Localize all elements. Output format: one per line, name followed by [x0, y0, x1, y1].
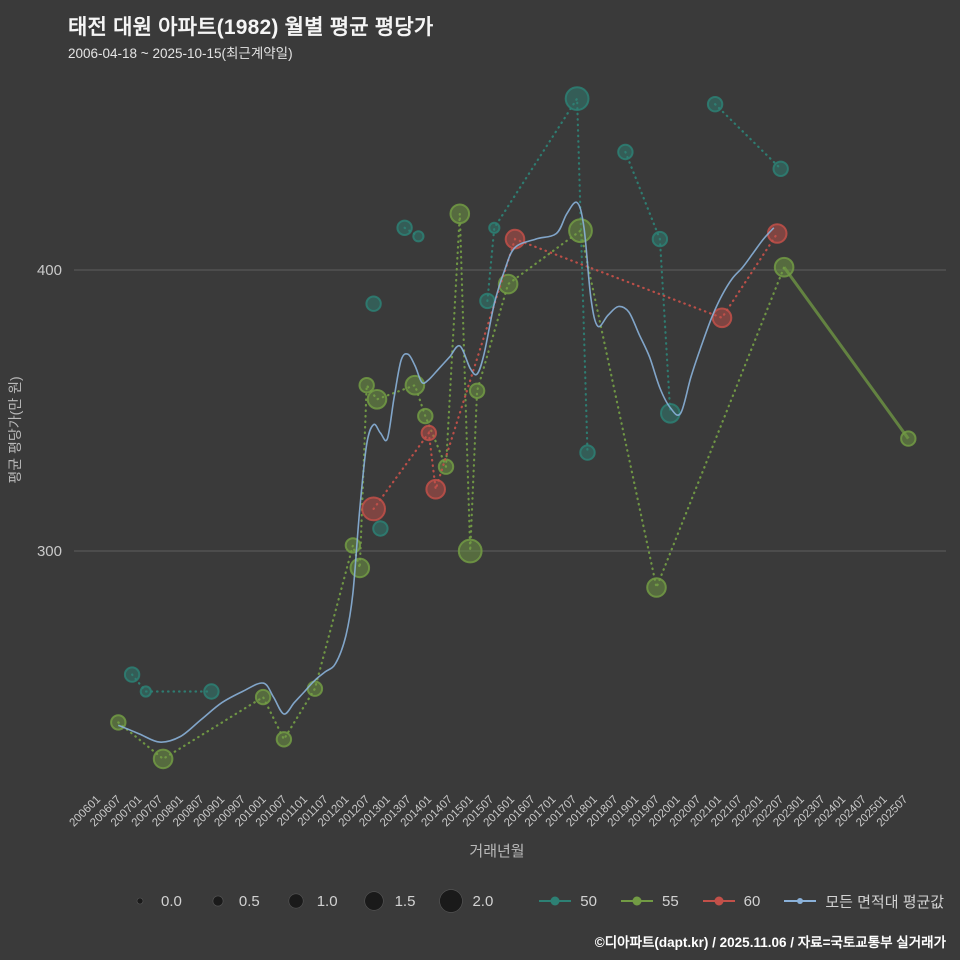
data-point-60	[711, 307, 733, 329]
data-point-60	[766, 223, 788, 244]
y-tick-label: 300	[37, 543, 62, 560]
size-legend-label: 1.5	[394, 892, 416, 910]
data-point-50	[706, 96, 724, 113]
footer-credit: ©디아파트(dapt.kr) / 2025.11.06 / 자료=국토교통부 실…	[594, 935, 946, 950]
data-point-55	[275, 731, 293, 748]
y-axis-label: 평균 평당가(만 원)	[7, 376, 23, 483]
size-legend-dot-icon	[136, 897, 144, 905]
size-legend-label: 0.0	[161, 892, 182, 910]
size-legend-label: 1.0	[316, 892, 338, 910]
data-point-50	[488, 221, 501, 234]
series-legend-item-50: 50	[537, 893, 597, 910]
data-point-50	[651, 230, 669, 248]
series-legend-marker-icon	[539, 896, 572, 906]
series-legend-label: 50	[580, 892, 597, 910]
series-legend-item-55: 55	[619, 893, 679, 910]
size-legend-dot-icon	[212, 895, 224, 907]
avg-line	[117, 201, 775, 743]
data-point-60	[504, 228, 526, 250]
data-point-55	[437, 458, 455, 475]
data-point-60	[420, 424, 437, 442]
data-point-50	[139, 685, 152, 698]
data-point-50	[579, 444, 596, 461]
data-point-55	[773, 256, 795, 278]
size-legend-label: 0.5	[238, 892, 260, 910]
size-legend-item: 0.5	[204, 888, 260, 914]
data-point-55	[152, 748, 174, 770]
series-legend-label: 모든 면적대 평균값	[825, 893, 945, 911]
y-tick-label: 400	[37, 262, 62, 279]
data-point-55	[449, 203, 471, 225]
series-legend-label: 55	[661, 892, 679, 910]
series-legend-item-avg: 모든 면적대 평균값	[782, 891, 944, 912]
series-legend-marker-icon	[702, 896, 735, 906]
size-legend-item: 1.0	[282, 888, 338, 914]
data-point-55	[417, 407, 434, 425]
data-point-55	[900, 430, 917, 447]
series-legend-marker-icon	[620, 896, 653, 906]
legend-row: 0.0 0.5 1.0 1.5 2.0 50 55 60 모든 면적대 평균값	[126, 888, 944, 914]
size-legend-item: 1.5	[360, 888, 416, 914]
data-point-55	[349, 557, 371, 579]
data-point-60	[361, 496, 387, 522]
data-point-55	[404, 374, 426, 396]
data-point-55	[468, 382, 486, 399]
data-point-55	[457, 538, 483, 564]
bubble-size-legend: 0.0 0.5 1.0 1.5 2.0	[126, 888, 493, 914]
size-legend-label: 2.0	[472, 892, 494, 910]
data-point-50	[772, 160, 789, 178]
x-axis-label: 거래년월	[469, 843, 524, 860]
data-point-50	[660, 403, 681, 424]
size-legend-dot-icon	[363, 891, 384, 911]
date-range-subtitle: 2006-04-18 ~ 2025-10-15(최근계약일)	[68, 46, 293, 61]
data-point-55	[306, 680, 324, 697]
data-point-55	[358, 377, 375, 394]
data-point-50	[203, 683, 220, 700]
data-point-50	[372, 520, 389, 537]
series-legend-item-60: 60	[701, 892, 761, 910]
size-legend-dot-icon	[439, 889, 464, 913]
series-segment-55	[782, 266, 910, 440]
data-point-55	[254, 688, 272, 706]
series-segment-50	[624, 150, 672, 415]
data-point-60	[425, 478, 447, 500]
series-legend-label: 60	[743, 892, 761, 910]
series-legend: 50 55 60 모든 면적대 평균값	[537, 891, 944, 912]
series-segment-50	[714, 103, 782, 170]
data-point-55	[366, 389, 388, 410]
data-point-50	[564, 86, 590, 111]
size-legend-dot-icon	[288, 893, 304, 909]
series-legend-marker-icon	[784, 898, 817, 904]
size-legend-item: 2.0	[437, 888, 493, 914]
page-title: 태전 대원 아파트(1982) 월별 평균 평당가	[68, 16, 434, 39]
data-point-50	[365, 295, 382, 312]
series-segment-60	[372, 232, 779, 510]
data-point-55	[646, 577, 667, 598]
data-point-50	[123, 666, 141, 683]
data-point-55	[497, 273, 519, 295]
data-point-50	[479, 292, 496, 310]
size-legend-item: 0.0	[126, 888, 182, 914]
data-point-55	[568, 218, 593, 244]
data-point-50	[617, 143, 634, 161]
series-segment-55	[117, 213, 786, 761]
data-point-50	[412, 230, 425, 243]
data-point-50	[396, 219, 413, 237]
